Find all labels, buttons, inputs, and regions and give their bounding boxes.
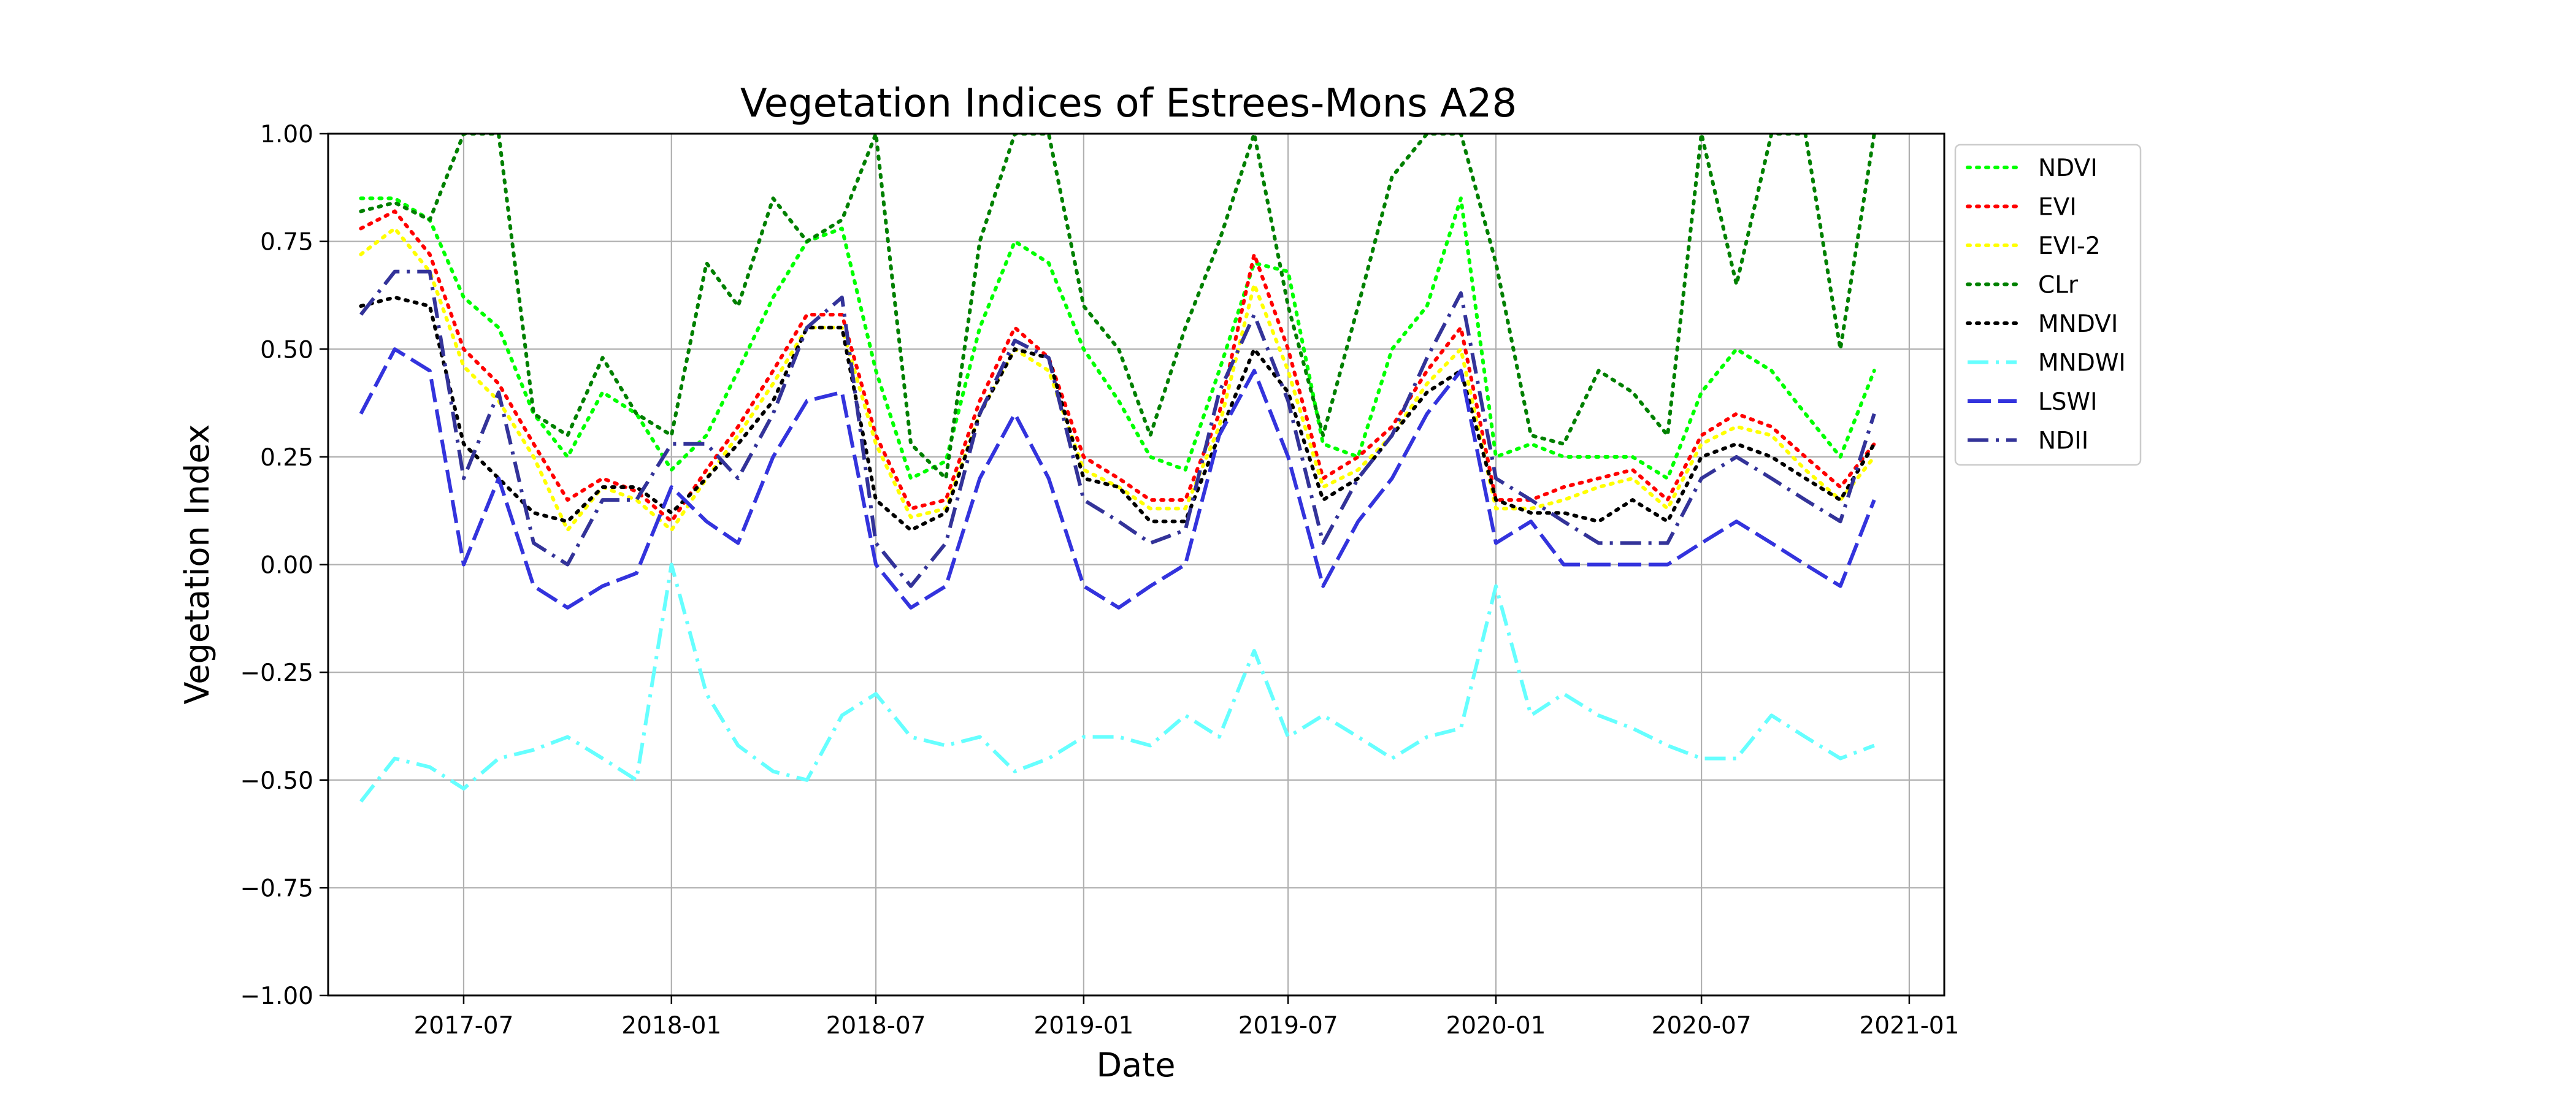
y-tick-label: −0.50 bbox=[240, 767, 313, 795]
chart-title: Vegetation Indices of Estrees-Mons A28 bbox=[740, 81, 1517, 126]
x-tick-label: 2020-01 bbox=[1446, 1012, 1546, 1040]
y-tick-label: 0.00 bbox=[260, 552, 313, 580]
y-tick-label: 0.50 bbox=[260, 336, 313, 364]
series-line-lswi bbox=[359, 347, 1876, 610]
legend-label: MNDWI bbox=[2038, 350, 2126, 377]
x-tick-label: 2018-01 bbox=[621, 1012, 721, 1040]
series-line-mndvi bbox=[359, 295, 1876, 532]
legend-frame bbox=[1954, 144, 2142, 466]
x-axis: 2017-07 2018-01 2018-07 2019-01 2019-07 2020-… bbox=[413, 995, 1959, 1040]
x-tick-label: 2017-07 bbox=[413, 1012, 513, 1040]
y-tick-label: 0.75 bbox=[260, 229, 313, 256]
series-line-clr bbox=[359, 134, 1876, 480]
series-layer bbox=[359, 134, 1876, 803]
series-line-evi-2 bbox=[359, 226, 1876, 532]
series-line-ndvi bbox=[359, 196, 1876, 480]
y-axis-title: Vegetation Index bbox=[178, 424, 217, 705]
x-tick-label: 2021-01 bbox=[1859, 1012, 1959, 1040]
legend-label: EVI-2 bbox=[2038, 232, 2101, 260]
y-tick-label: 1.00 bbox=[260, 121, 313, 148]
y-tick-label: −0.25 bbox=[240, 659, 313, 687]
x-tick-label: 2019-07 bbox=[1238, 1012, 1338, 1040]
y-tick-label: 0.25 bbox=[260, 444, 313, 472]
legend: NDVI EVI EVI-2 CLr MNDVI MNDWI LSWI NDII bbox=[1954, 144, 2142, 466]
y-tick-label: −1.00 bbox=[240, 983, 313, 1010]
x-tick-label: 2019-01 bbox=[1033, 1012, 1133, 1040]
legend-label: LSWI bbox=[2038, 388, 2098, 416]
y-tick-label: −0.75 bbox=[240, 875, 313, 902]
x-tick-label: 2018-07 bbox=[826, 1012, 926, 1040]
legend-label: CLr bbox=[2038, 272, 2079, 299]
legend-label: NDVI bbox=[2038, 155, 2098, 182]
y-axis: −1.00 −0.75 −0.50 −0.25 0.00 0.25 0.50 0.75 1.00 bbox=[240, 121, 328, 1010]
legend-label: MNDVI bbox=[2038, 310, 2118, 338]
x-axis-title: Date bbox=[1096, 1046, 1175, 1084]
legend-label: EVI bbox=[2038, 194, 2077, 221]
legend-label: NDII bbox=[2038, 427, 2088, 455]
x-tick-label: 2020-07 bbox=[1652, 1012, 1752, 1040]
series-line-ndii bbox=[359, 269, 1876, 588]
series-line-evi bbox=[359, 209, 1876, 524]
